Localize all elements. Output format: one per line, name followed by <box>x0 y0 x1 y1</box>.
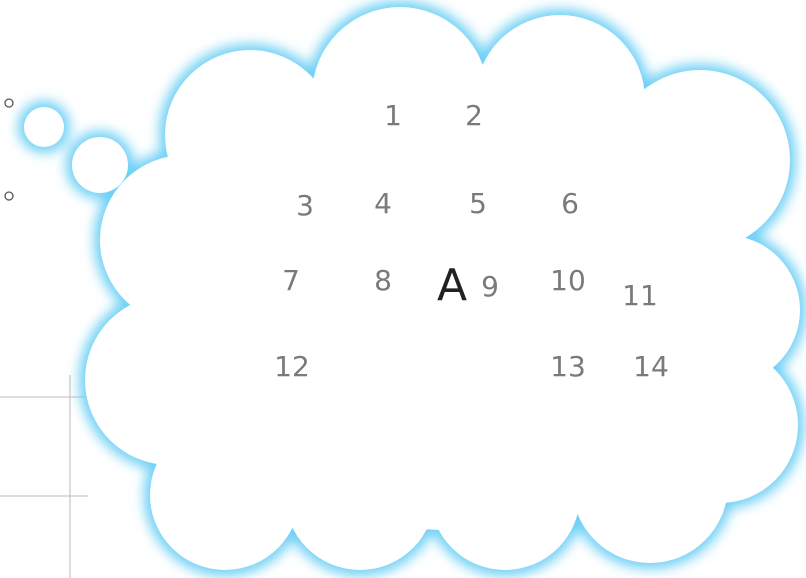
cell-label: 5 <box>469 187 487 220</box>
cloud <box>24 7 800 570</box>
cell-label: 11 <box>622 279 658 312</box>
cell-label: 2 <box>465 99 483 132</box>
margin-decor <box>5 99 13 200</box>
shape-label: A <box>437 260 467 311</box>
cell-label: 4 <box>374 187 392 220</box>
cell-label: 7 <box>282 264 300 297</box>
margin-lines <box>0 375 88 578</box>
cell-label: 6 <box>561 187 579 220</box>
cell-label: 8 <box>374 264 392 297</box>
cell-label: 13 <box>550 350 586 383</box>
cell-label: 12 <box>274 350 310 383</box>
cell-label: 1 <box>384 99 402 132</box>
cell-label: 3 <box>296 189 314 222</box>
diagram: A 1234567891011121314 <box>0 0 806 578</box>
cell-label: 14 <box>633 350 669 383</box>
cell-label: 9 <box>481 270 499 303</box>
cell-label: 10 <box>550 264 586 297</box>
